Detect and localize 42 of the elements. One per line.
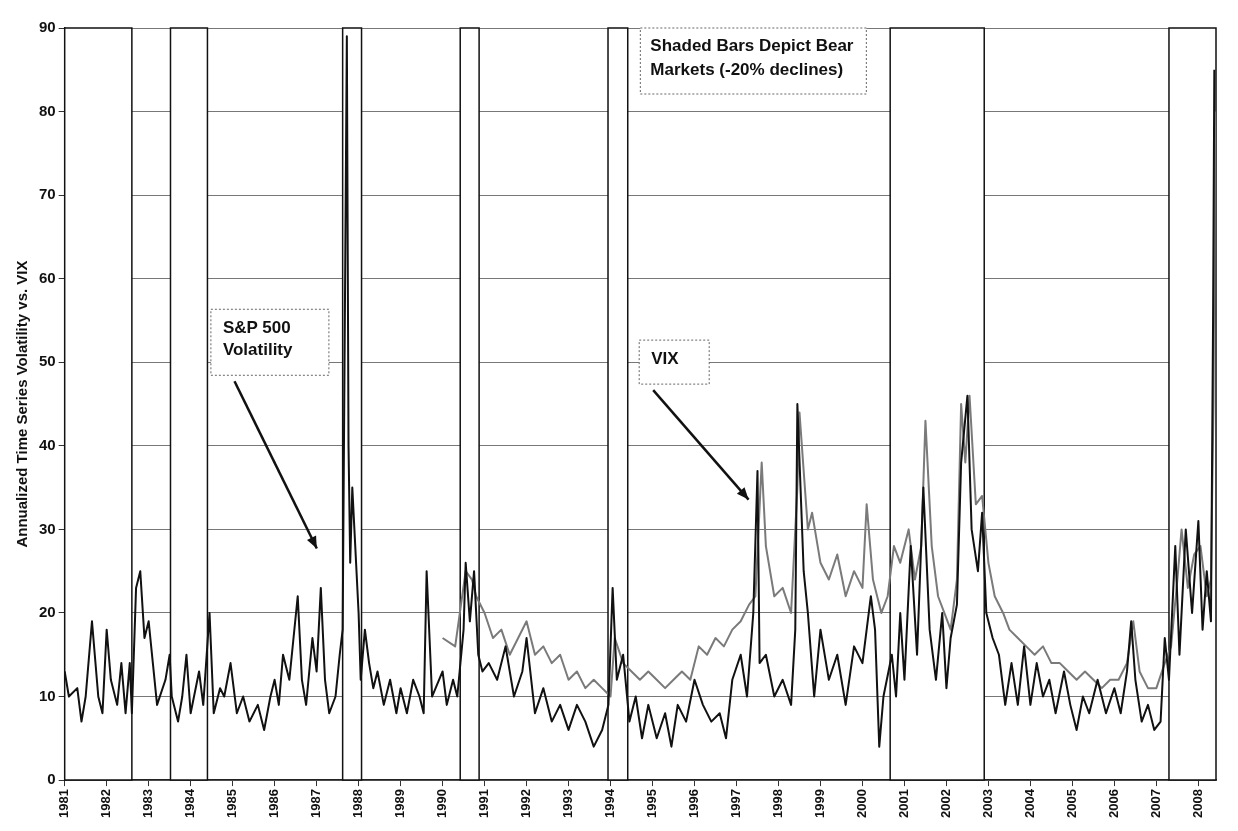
x-tick-label: 1992 [518,789,534,818]
annotation: VIX [651,349,680,369]
x-tick-label: 1994 [602,788,618,818]
y-tick-label: 90 [39,18,56,36]
annotation: S&P 500 Volatility [222,318,294,360]
x-tick-label: 1983 [140,789,156,818]
x-tick-label: 1981 [56,789,72,818]
x-tick-label: 2000 [854,789,870,818]
x-tick-label: 1999 [812,789,828,818]
x-tick-label: 1995 [644,789,660,818]
y-tick-label: 60 [39,268,56,286]
annotation: Shaded Bars Depict Bear Markets (-20% declines) [650,36,854,80]
x-tick-label: 1998 [770,789,786,818]
y-axis-title: Annualized Time Series Volatility vs. VIX [13,260,31,548]
x-tick-label: 1987 [308,789,324,818]
y-tick-label: 20 [39,603,56,621]
x-tick-label: 1989 [392,789,408,818]
y-tick-label: 40 [39,435,56,453]
x-tick-label: 1982 [98,789,114,818]
x-tick-label: 1996 [686,789,702,818]
x-tick-label: 1986 [266,789,282,818]
x-tick-label: 1985 [224,789,240,818]
x-tick-label: 2003 [980,789,995,818]
y-tick-label: 0 [47,770,56,788]
y-tick-label: 50 [39,352,56,370]
x-tick-label: 1990 [434,789,450,818]
y-tick-label: 30 [39,519,56,537]
x-tick-label: 2006 [1105,789,1121,818]
x-tick-label: 2001 [896,789,912,818]
y-tick-label: 70 [39,185,56,203]
x-tick-label: 1997 [728,789,744,818]
y-tick-label: 10 [39,686,56,704]
x-tick-label: 2005 [1063,789,1079,818]
x-tick-label: 2004 [1021,788,1037,818]
x-tick-label: 2007 [1147,789,1163,818]
x-tick-label: 1984 [182,788,198,818]
x-tick-label: 1993 [560,789,576,818]
x-tick-label: 2008 [1189,789,1205,818]
x-tick-label: 1991 [476,789,492,818]
x-tick-label: 2002 [938,789,954,818]
y-tick-label: 80 [39,101,56,119]
x-tick-label: 1988 [350,789,366,818]
